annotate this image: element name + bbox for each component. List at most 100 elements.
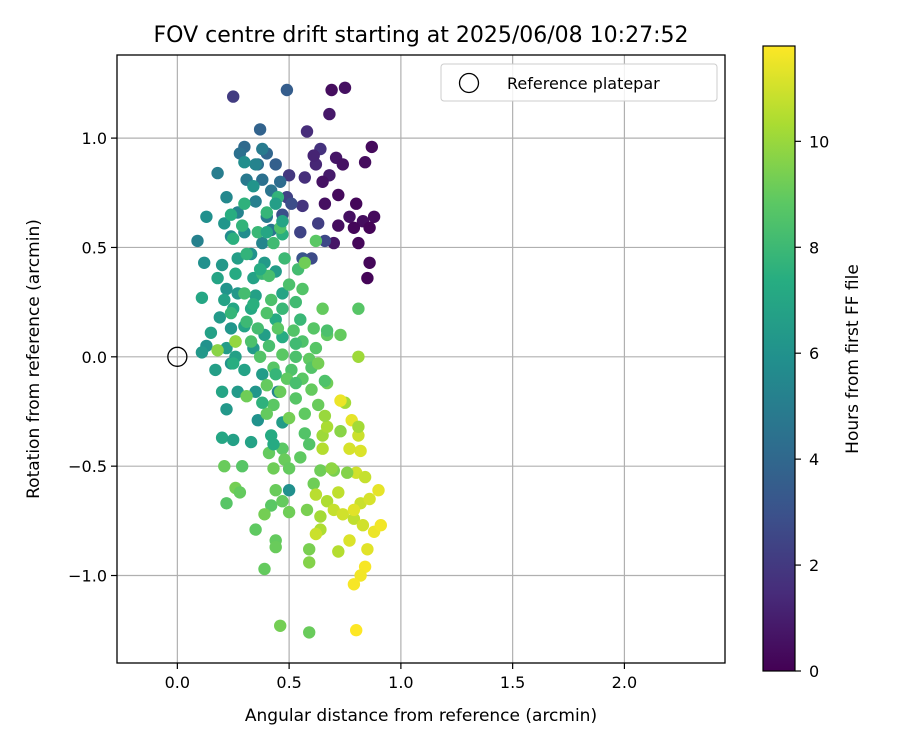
data-point — [294, 451, 307, 464]
data-point — [269, 540, 282, 554]
x-tick-label: 2.0 — [612, 673, 637, 692]
data-point — [260, 206, 273, 219]
colorbar-label: Hours from first FF file — [843, 264, 863, 454]
data-point — [289, 392, 302, 405]
data-point — [298, 171, 311, 184]
data-point — [316, 442, 329, 455]
x-tick-label: 1.0 — [388, 673, 413, 692]
data-point — [260, 379, 273, 392]
data-point — [347, 512, 361, 525]
data-point — [289, 295, 302, 309]
data-point — [240, 315, 253, 328]
data-point — [363, 221, 376, 234]
colorbar-ticks: 0 2 4 6 8 10 — [795, 132, 829, 681]
data-point — [320, 324, 334, 337]
data-point — [220, 282, 233, 296]
data-point — [287, 324, 300, 337]
data-point — [276, 215, 289, 228]
data-point — [227, 357, 240, 370]
reference-layer — [167, 346, 188, 367]
data-point — [318, 197, 332, 210]
data-point — [363, 256, 376, 269]
data-point — [303, 438, 316, 451]
data-point — [267, 398, 280, 412]
data-point — [195, 291, 209, 304]
data-point — [249, 158, 262, 171]
data-point — [211, 166, 224, 180]
data-point — [249, 195, 262, 208]
data-point — [296, 282, 309, 296]
reference-marker — [167, 346, 188, 367]
data-point — [303, 556, 316, 569]
x-tick-label: 1.5 — [500, 673, 525, 692]
data-point — [227, 90, 240, 103]
data-point — [265, 499, 278, 512]
data-point — [282, 462, 296, 475]
data-point — [282, 411, 296, 425]
data-point — [361, 543, 374, 556]
data-point — [256, 173, 269, 186]
data-point — [350, 624, 363, 637]
data-point — [220, 497, 233, 510]
data-point — [256, 396, 269, 409]
data-point — [300, 503, 314, 517]
data-point — [262, 339, 276, 353]
data-point — [361, 271, 374, 285]
data-point — [352, 302, 365, 315]
data-point — [318, 234, 332, 248]
data-point — [314, 510, 327, 523]
data-point — [238, 287, 251, 300]
data-point — [251, 226, 264, 239]
data-point — [325, 462, 338, 475]
data-point — [224, 208, 238, 221]
data-point — [256, 368, 269, 381]
data-point — [347, 221, 361, 234]
data-point — [224, 322, 238, 335]
data-point — [267, 438, 280, 451]
data-point — [244, 435, 258, 449]
data-point — [224, 306, 238, 320]
data-point — [305, 383, 318, 396]
y-tick-label: 0.5 — [82, 238, 107, 257]
plot-frame — [116, 54, 726, 664]
data-point — [260, 407, 273, 420]
grid — [117, 55, 725, 663]
data-point — [289, 337, 302, 350]
data-point — [211, 271, 224, 285]
data-point — [274, 385, 287, 398]
data-point — [356, 519, 370, 532]
data-point — [236, 219, 249, 232]
data-point — [253, 350, 267, 363]
data-point — [227, 433, 240, 447]
data-point — [220, 191, 233, 204]
data-point — [267, 236, 280, 250]
data-point — [338, 81, 352, 95]
data-point — [334, 425, 347, 438]
legend-label: Reference platepar — [507, 74, 660, 93]
data-point — [211, 344, 224, 357]
data-point — [256, 142, 269, 156]
data-point — [298, 256, 311, 269]
data-point — [249, 523, 262, 536]
data-point — [280, 83, 294, 97]
data-point — [233, 486, 247, 499]
y-tick-label: −0.5 — [68, 457, 107, 476]
data-point — [343, 534, 356, 547]
data-point — [265, 293, 278, 307]
data-point — [372, 484, 385, 497]
data-point — [343, 210, 356, 223]
data-point — [274, 619, 287, 632]
data-point — [316, 302, 329, 315]
data-point — [240, 247, 253, 261]
data-point — [251, 322, 264, 335]
data-point — [247, 298, 260, 311]
data-point — [303, 543, 316, 556]
data-point — [229, 267, 242, 280]
data-point — [332, 545, 345, 558]
legend: Reference platepar — [440, 63, 718, 102]
y-tick-label: 1.0 — [82, 129, 107, 148]
data-point — [200, 210, 213, 223]
data-point — [244, 335, 258, 348]
data-point — [258, 562, 271, 576]
data-point — [218, 460, 231, 473]
